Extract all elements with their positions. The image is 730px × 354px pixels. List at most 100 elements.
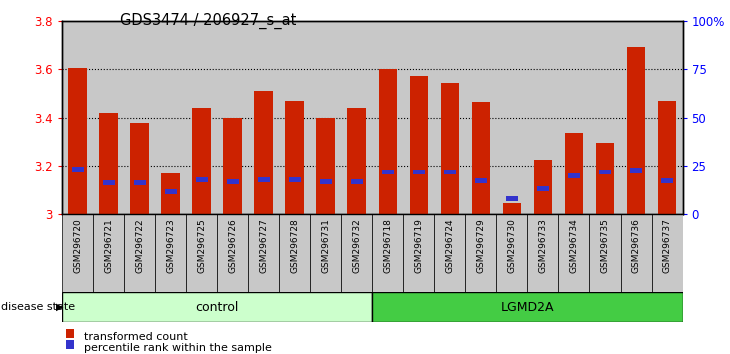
Bar bbox=[310, 214, 342, 292]
Bar bbox=[124, 214, 155, 292]
Bar bbox=[223, 118, 242, 214]
Bar bbox=[466, 21, 496, 214]
Text: GSM296728: GSM296728 bbox=[291, 218, 299, 273]
Bar bbox=[506, 196, 518, 201]
Bar bbox=[474, 178, 487, 183]
Bar bbox=[434, 21, 466, 214]
Bar bbox=[279, 21, 310, 214]
Bar bbox=[528, 21, 558, 214]
Text: GSM296723: GSM296723 bbox=[166, 218, 175, 273]
Text: GSM296731: GSM296731 bbox=[321, 218, 330, 273]
Text: GSM296725: GSM296725 bbox=[197, 218, 206, 273]
Bar bbox=[599, 170, 611, 175]
Text: GSM296730: GSM296730 bbox=[507, 218, 516, 273]
Bar bbox=[317, 118, 335, 214]
Bar bbox=[155, 21, 186, 214]
Bar bbox=[62, 21, 93, 214]
Bar bbox=[652, 214, 683, 292]
Bar bbox=[496, 214, 528, 292]
Bar bbox=[93, 214, 124, 292]
Bar bbox=[537, 187, 549, 191]
Text: disease state: disease state bbox=[1, 302, 76, 312]
Bar bbox=[62, 214, 93, 292]
Text: ▶: ▶ bbox=[55, 302, 63, 312]
Bar bbox=[658, 101, 677, 214]
Bar bbox=[382, 170, 394, 175]
Text: LGMD2A: LGMD2A bbox=[501, 301, 554, 314]
Bar bbox=[620, 21, 652, 214]
Bar bbox=[99, 113, 118, 214]
Bar bbox=[279, 214, 310, 292]
Bar bbox=[248, 214, 279, 292]
Bar bbox=[412, 170, 425, 175]
Bar bbox=[342, 21, 372, 214]
Bar bbox=[248, 21, 279, 214]
Text: GSM296719: GSM296719 bbox=[415, 218, 423, 273]
Bar bbox=[434, 214, 466, 292]
Text: GSM296733: GSM296733 bbox=[539, 218, 548, 273]
Bar bbox=[404, 21, 434, 214]
Bar bbox=[496, 21, 528, 214]
Bar bbox=[124, 21, 155, 214]
Bar bbox=[186, 214, 218, 292]
Bar bbox=[379, 69, 397, 214]
Bar bbox=[161, 173, 180, 214]
Bar bbox=[193, 108, 211, 214]
Text: GSM296735: GSM296735 bbox=[601, 218, 610, 273]
Bar bbox=[404, 214, 434, 292]
Bar bbox=[590, 214, 620, 292]
Bar bbox=[226, 179, 239, 184]
Bar bbox=[528, 214, 558, 292]
Bar bbox=[444, 170, 456, 175]
Bar bbox=[102, 181, 115, 185]
Bar bbox=[72, 167, 84, 172]
Text: GSM296732: GSM296732 bbox=[353, 218, 361, 273]
Bar bbox=[93, 21, 124, 214]
Bar bbox=[196, 177, 208, 182]
Bar bbox=[652, 21, 683, 214]
Bar bbox=[372, 292, 683, 322]
Text: GSM296729: GSM296729 bbox=[477, 218, 485, 273]
Bar bbox=[620, 214, 652, 292]
Bar bbox=[558, 21, 590, 214]
Text: GSM296726: GSM296726 bbox=[228, 218, 237, 273]
Text: GSM296721: GSM296721 bbox=[104, 218, 113, 273]
Bar bbox=[69, 68, 87, 214]
Bar bbox=[320, 179, 332, 184]
Text: GSM296737: GSM296737 bbox=[663, 218, 672, 273]
Bar bbox=[62, 292, 372, 322]
Bar bbox=[372, 214, 404, 292]
Bar bbox=[590, 21, 620, 214]
Bar bbox=[630, 169, 642, 173]
Bar bbox=[534, 160, 553, 214]
Text: GSM296718: GSM296718 bbox=[383, 218, 392, 273]
Bar bbox=[310, 21, 342, 214]
Bar bbox=[134, 181, 146, 185]
Bar bbox=[164, 189, 177, 194]
Bar bbox=[503, 203, 521, 214]
Text: GSM296720: GSM296720 bbox=[73, 218, 82, 273]
Text: control: control bbox=[196, 301, 239, 314]
Bar bbox=[218, 214, 248, 292]
Bar bbox=[342, 214, 372, 292]
Text: GSM296722: GSM296722 bbox=[135, 218, 144, 273]
Bar bbox=[131, 122, 149, 214]
Bar bbox=[186, 21, 218, 214]
Bar bbox=[255, 91, 273, 214]
Bar bbox=[350, 179, 363, 184]
Bar bbox=[218, 21, 248, 214]
Bar bbox=[410, 75, 428, 214]
Text: GDS3474 / 206927_s_at: GDS3474 / 206927_s_at bbox=[120, 12, 297, 29]
Bar bbox=[441, 83, 459, 214]
Bar bbox=[596, 143, 615, 214]
Bar bbox=[288, 177, 301, 182]
Bar bbox=[285, 101, 304, 214]
Bar bbox=[372, 21, 404, 214]
Bar bbox=[565, 133, 583, 214]
Text: GSM296736: GSM296736 bbox=[631, 218, 640, 273]
Bar bbox=[258, 177, 270, 182]
Text: transformed count: transformed count bbox=[84, 332, 188, 342]
Bar bbox=[466, 214, 496, 292]
Text: GSM296724: GSM296724 bbox=[445, 218, 454, 273]
Bar bbox=[661, 178, 673, 183]
